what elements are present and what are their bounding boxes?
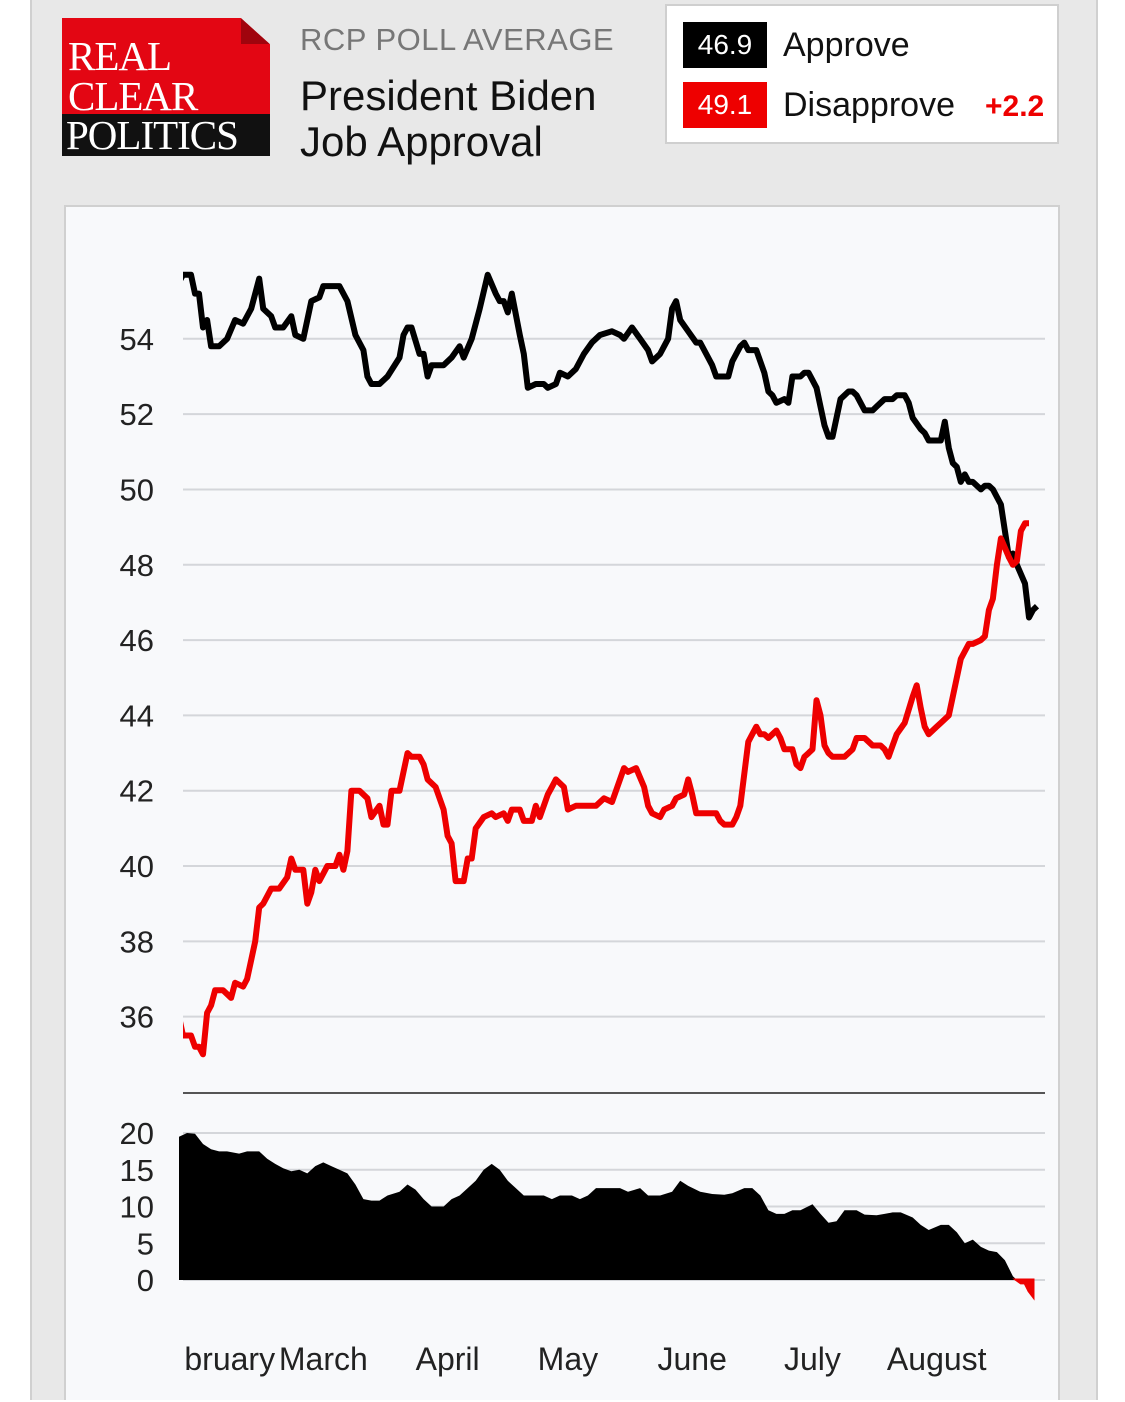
spread-y-tick-15: 15 [120, 1153, 154, 1188]
x-tick-february: February [147, 1341, 275, 1377]
x-tick-august: August [887, 1341, 987, 1377]
y-tick-54: 54 [120, 322, 154, 357]
disapprove-label: Disapprove [783, 86, 955, 124]
x-tick-june: June [657, 1341, 726, 1377]
y-tick-52: 52 [120, 397, 154, 432]
y-tick-44: 44 [120, 698, 154, 733]
approve-value-badge: 46.9 [683, 22, 767, 68]
y-tick-36: 36 [120, 1000, 154, 1035]
x-tick-july: July [784, 1341, 841, 1377]
y-tick-42: 42 [120, 774, 154, 809]
rcp-logo[interactable]: REAL CLEAR POLITICS [62, 18, 270, 156]
series-line-approve [183, 271, 1040, 621]
legend-box: 46.9 Approve 49.1 Disapprove +2.2 [665, 4, 1059, 144]
y-tick-46: 46 [120, 623, 154, 658]
page-title-line2: Job Approval [300, 118, 543, 165]
approve-label: Approve [783, 26, 910, 64]
x-tick-march: March [279, 1341, 368, 1377]
spread-area-negative [1012, 1278, 1035, 1301]
y-tick-40: 40 [120, 849, 154, 884]
spread-y-tick-0: 0 [137, 1263, 154, 1298]
x-tick-april: April [416, 1341, 480, 1377]
poll-average-label: RCP POLL AVERAGE [300, 22, 615, 57]
y-tick-50: 50 [120, 472, 154, 507]
logo-word-politics: POLITICS [62, 114, 270, 156]
y-tick-38: 38 [120, 924, 154, 959]
disapprove-value-badge: 49.1 [683, 82, 767, 128]
chart-area: 36 38 40 42 44 46 48 50 52 54 0 5 10 15 20 February Marc… [64, 205, 1060, 1400]
x-tick-may: May [538, 1341, 598, 1377]
spread-value: +2.2 [985, 90, 1045, 123]
y-tick-48: 48 [120, 548, 154, 583]
spread-y-tick-5: 5 [137, 1226, 154, 1261]
spread-y-tick-10: 10 [120, 1190, 154, 1225]
logo-word-clear: CLEAR [68, 73, 198, 119]
logo-word-real: REAL [68, 33, 172, 79]
spread-y-tick-20: 20 [120, 1116, 154, 1151]
spread-area-positive [179, 1133, 1017, 1280]
series-line-disapprove [183, 520, 1029, 1058]
page-title-line1: President Biden [300, 72, 597, 119]
